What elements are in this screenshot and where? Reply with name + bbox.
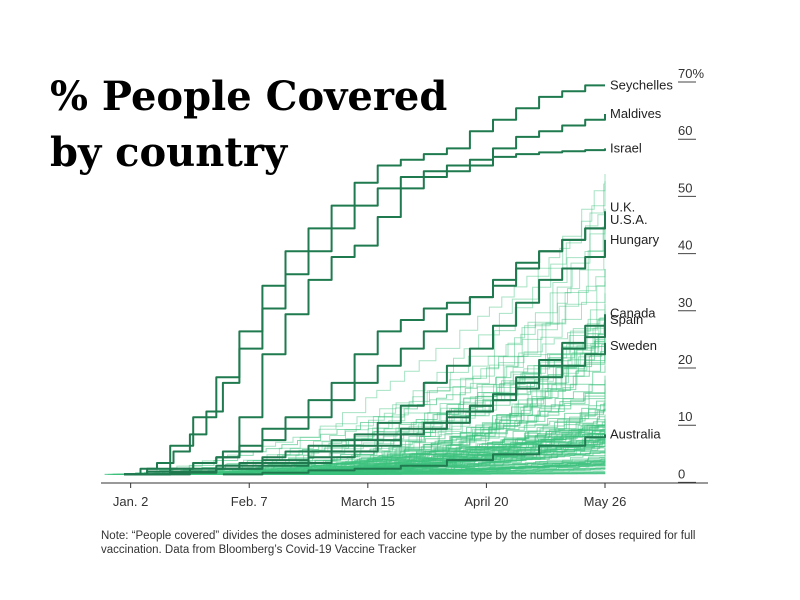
series-label: Maldives xyxy=(610,106,662,121)
background-country-line xyxy=(302,314,606,475)
y-tick-label: 40 xyxy=(678,238,692,253)
series-line xyxy=(124,239,606,476)
chart-title-line-2: by country xyxy=(50,129,289,176)
series-label: U.K. xyxy=(610,199,635,214)
x-tick-label: March 15 xyxy=(341,494,395,509)
series-line xyxy=(124,148,606,476)
series-label: Australia xyxy=(610,426,661,441)
y-tick-label: 20 xyxy=(678,352,692,367)
series-label: Israel xyxy=(610,140,642,155)
footnote: Note: “People covered” divides the doses… xyxy=(101,530,696,556)
series-label: Spain xyxy=(610,312,643,327)
background-country-line xyxy=(277,181,606,475)
y-axis: 70% 60 50 40 30 20 10 0 xyxy=(678,66,704,483)
series-label: Hungary xyxy=(610,232,660,247)
series-line xyxy=(222,434,606,476)
series-label: Sweden xyxy=(610,338,657,353)
y-tick-label: 30 xyxy=(678,295,692,310)
background-country-line xyxy=(287,438,606,475)
background-country-line xyxy=(112,315,606,475)
background-country-line xyxy=(188,322,606,475)
x-tick-label: Jan. 2 xyxy=(113,494,148,509)
x-tick-label: Feb. 7 xyxy=(231,494,268,509)
series-line xyxy=(124,217,606,476)
series-line xyxy=(124,342,606,476)
background-country-line xyxy=(180,379,606,475)
background-country-line xyxy=(209,208,606,475)
series-label: Canada xyxy=(610,305,656,320)
y-tick-label: 70% xyxy=(678,66,704,81)
y-tick-label: 60 xyxy=(678,123,692,138)
y-tick-label: 10 xyxy=(678,409,692,424)
series-line xyxy=(124,114,606,476)
background-country-line xyxy=(121,336,606,475)
highlighted-country-lines xyxy=(124,84,606,476)
x-axis: Jan. 2 Feb. 7 March 15 April 20 May 26 xyxy=(101,482,708,509)
series-label: Seychelles xyxy=(610,77,673,92)
x-tick-label: April 20 xyxy=(464,494,508,509)
series-label: U.S.A. xyxy=(610,212,648,227)
chart-title-line-1: % People Covered xyxy=(50,73,447,120)
y-tick-label: 50 xyxy=(678,180,692,195)
y-tick-label: 0 xyxy=(678,466,685,481)
series-line xyxy=(124,84,605,476)
country-labels: Seychelles Maldives Israel U.K.U.S.A. Hungar… xyxy=(610,77,673,441)
x-tick-label: May 26 xyxy=(584,494,627,509)
